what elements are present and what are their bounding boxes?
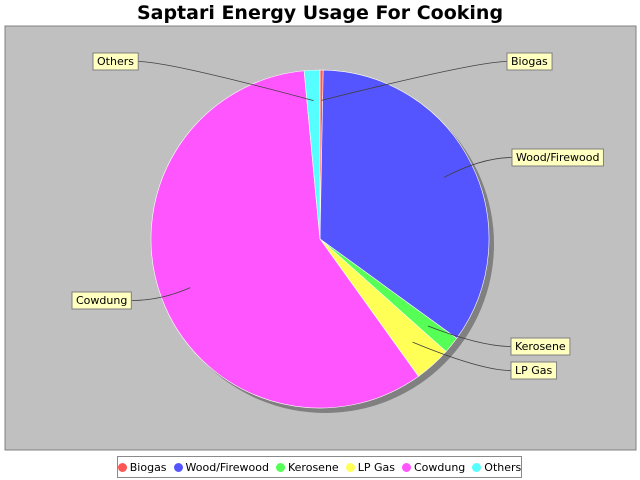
legend-label: Cowdung — [413, 460, 466, 474]
pie-chart: Biogas Wood/Firewood Kerosene LP Gas Cowdung… — [4, 25, 637, 451]
pie-label-text-wood-firewood: Wood/Firewood — [516, 151, 599, 164]
pie-slice-wood-firewood — [319, 69, 490, 339]
pie-label-text-lp-gas: LP Gas — [515, 364, 553, 377]
chart-title: Saptari Energy Usage For Cooking — [136, 2, 504, 24]
legend: Biogas Wood/Firewood Kerosene LP Gas Cowdung… — [117, 456, 522, 478]
pie-label-box-wood-firewood — [511, 148, 604, 167]
pie-label-box-others — [92, 52, 139, 71]
legend-item-wood-firewood: Wood/Firewood — [173, 460, 269, 474]
legend-item-cowdung: Cowdung — [401, 460, 466, 474]
legend-item-lp-gas: LP Gas — [345, 460, 395, 474]
pie-label-link-kerosene — [427, 325, 512, 347]
legend-item-biogas: Biogas — [117, 460, 167, 474]
pie-label-link-wood-firewood — [443, 157, 513, 178]
legend-item-others: Others — [472, 461, 521, 474]
legend-swatch — [276, 462, 285, 472]
legend-label: Biogas — [129, 460, 167, 474]
legend-swatch — [345, 462, 355, 472]
legend-label: LP Gas — [357, 460, 395, 474]
legend-swatch — [173, 462, 183, 472]
legend-label: Others — [484, 460, 522, 474]
pie-slice-cowdung — [150, 70, 419, 409]
pie-label-link-cowdung — [131, 287, 191, 301]
pie-label-text-others: Others — [97, 55, 134, 68]
pie-label-link-biogas — [321, 61, 508, 101]
pie-label-box-lp-gas — [510, 361, 558, 380]
legend-swatch — [401, 462, 411, 472]
legend-swatch — [472, 462, 482, 472]
legend-swatch — [117, 462, 127, 472]
pie-label-box-cowdung — [71, 291, 132, 310]
pie-slice-others — [303, 69, 321, 240]
legend-item-kerosene: Kerosene — [276, 461, 339, 474]
pie-label-box-kerosene — [510, 337, 571, 356]
pie-label-text-kerosene: Kerosene — [515, 340, 566, 353]
pie-label-text-cowdung: Cowdung — [76, 294, 127, 307]
pie-label-link-lp-gas — [412, 341, 512, 371]
pie-label-box-biogas — [506, 52, 553, 71]
legend-label: Kerosene — [288, 460, 339, 474]
pie-label-text-biogas: Biogas — [511, 55, 548, 68]
pie-label-link-others — [138, 61, 314, 101]
legend-label: Wood/Firewood — [185, 460, 269, 474]
